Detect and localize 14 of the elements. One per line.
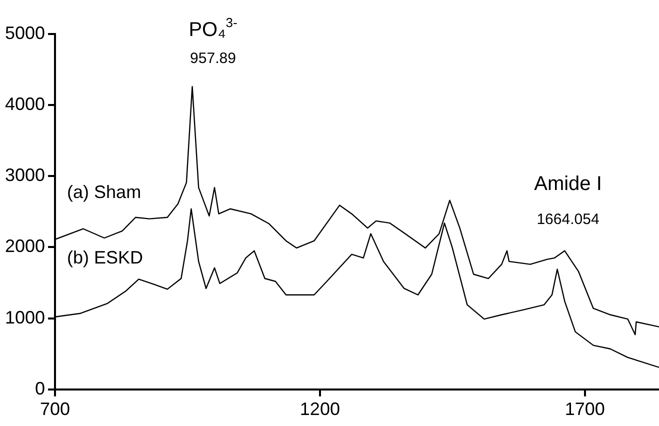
series-label: (b) ESKD: [67, 247, 144, 268]
annotation: 1664.054: [536, 211, 600, 228]
x-tick-label: 700: [40, 399, 70, 420]
y-tick-label: 1000: [4, 307, 46, 328]
x-tick-label: 1200: [300, 399, 340, 420]
annotation: Amide I: [534, 173, 602, 195]
y-tick-label: 0: [35, 378, 46, 398]
y-tick-label: 3000: [4, 165, 46, 186]
series-label: (a) Sham: [67, 182, 142, 202]
y-tick-label: 2000: [4, 236, 46, 256]
y-tick-label: 5000: [4, 22, 46, 43]
annotation: 957.89: [190, 50, 236, 67]
y-tick-label: 4000: [4, 94, 46, 114]
x-tick-label: 1700: [564, 399, 605, 420]
